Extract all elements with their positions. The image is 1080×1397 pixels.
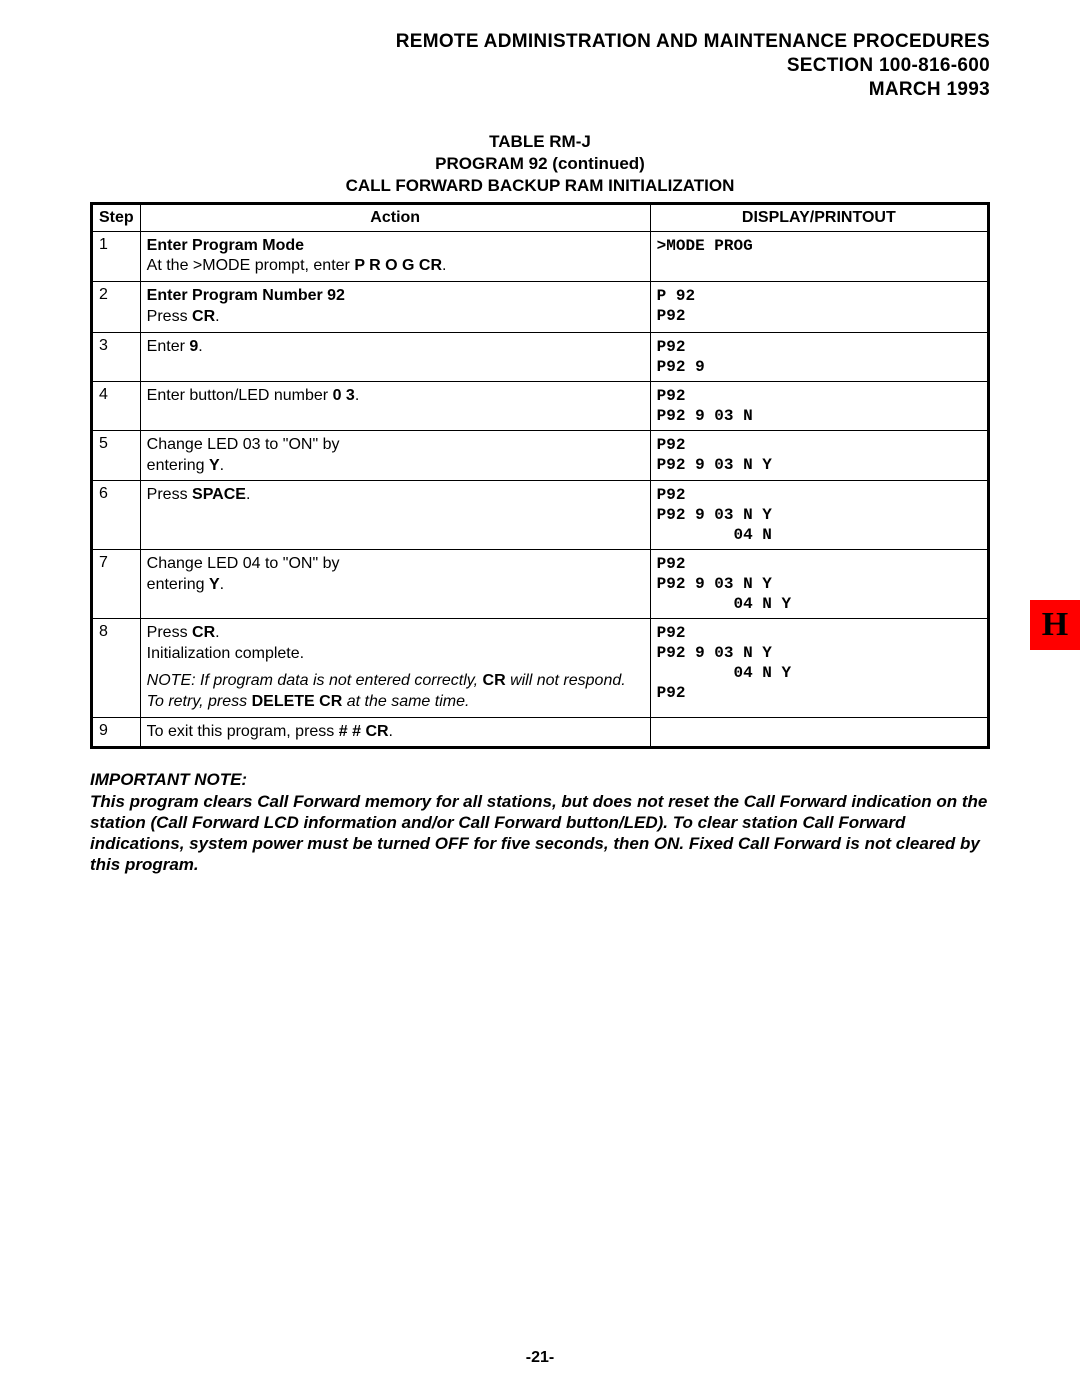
- important-note: IMPORTANT NOTE: This program clears Call…: [90, 769, 990, 875]
- step-num: 2: [92, 282, 141, 333]
- table-title-line-2: PROGRAM 92 (continued): [90, 153, 990, 175]
- display-cell: P 92 P92: [650, 282, 988, 333]
- action-bold: Enter Program Mode: [147, 236, 644, 257]
- action-text: Enter button/LED number 0 3.: [147, 386, 644, 407]
- action-cell: Enter button/LED number 0 3.: [140, 381, 650, 430]
- action-text: To exit this program, press # # CR.: [147, 722, 644, 743]
- table-row: 2 Enter Program Number 92 Press CR. P 92…: [92, 282, 989, 333]
- action-cell: To exit this program, press # # CR.: [140, 717, 650, 748]
- display-cell: >MODE PROG: [650, 231, 988, 282]
- display-cell: P92 P92 9 03 N Y 04 N Y: [650, 550, 988, 619]
- action-note: NOTE: If program data is not entered cor…: [147, 671, 644, 713]
- header-line-2: SECTION 100-816-600: [90, 54, 990, 78]
- col-step: Step: [92, 203, 141, 231]
- action-cell: Change LED 03 to "ON" by entering Y.: [140, 430, 650, 481]
- table-header-row: Step Action DISPLAY/PRINTOUT: [92, 203, 989, 231]
- action-text: Press CR.: [147, 307, 644, 328]
- display-cell: P92 P92 9 03 N Y 04 N: [650, 481, 988, 550]
- display-cell: P92 P92 9 03 N: [650, 381, 988, 430]
- table-row: 1 Enter Program Mode At the >MODE prompt…: [92, 231, 989, 282]
- step-num: 6: [92, 481, 141, 550]
- action-text: entering Y.: [147, 575, 644, 596]
- action-text: Enter 9.: [147, 337, 644, 358]
- header-line-3: MARCH 1993: [90, 78, 990, 102]
- header-line-1: REMOTE ADMINISTRATION AND MAINTENANCE PR…: [90, 30, 990, 54]
- table-row: 7 Change LED 04 to "ON" by entering Y. P…: [92, 550, 989, 619]
- action-cell: Change LED 04 to "ON" by entering Y.: [140, 550, 650, 619]
- action-text: Press SPACE.: [147, 485, 644, 506]
- action-cell: Press SPACE.: [140, 481, 650, 550]
- action-text: entering Y.: [147, 456, 644, 477]
- display-cell: P92 P92 9 03 N Y: [650, 430, 988, 481]
- table-title: TABLE RM-J PROGRAM 92 (continued) CALL F…: [90, 131, 990, 197]
- step-num: 1: [92, 231, 141, 282]
- important-note-body: This program clears Call Forward memory …: [90, 791, 990, 876]
- step-num: 3: [92, 332, 141, 381]
- table-row: 5 Change LED 03 to "ON" by entering Y. P…: [92, 430, 989, 481]
- col-action: Action: [140, 203, 650, 231]
- page-number: -21-: [0, 1349, 1080, 1367]
- action-text: Change LED 04 to "ON" by: [147, 554, 644, 575]
- table-title-line-3: CALL FORWARD BACKUP RAM INITIALIZATION: [90, 175, 990, 197]
- action-cell: Press CR. Initialization complete. NOTE:…: [140, 619, 650, 717]
- step-num: 7: [92, 550, 141, 619]
- action-cell: Enter Program Mode At the >MODE prompt, …: [140, 231, 650, 282]
- action-cell: Enter Program Number 92 Press CR.: [140, 282, 650, 333]
- col-display: DISPLAY/PRINTOUT: [650, 203, 988, 231]
- section-tab: H: [1030, 600, 1080, 650]
- table-row: 8 Press CR. Initialization complete. NOT…: [92, 619, 989, 717]
- display-cell: P92 P92 9 03 N Y 04 N Y P92: [650, 619, 988, 717]
- display-cell: P92 P92 9: [650, 332, 988, 381]
- step-num: 5: [92, 430, 141, 481]
- procedure-table: Step Action DISPLAY/PRINTOUT 1 Enter Pro…: [90, 202, 990, 750]
- page: REMOTE ADMINISTRATION AND MAINTENANCE PR…: [0, 0, 1080, 1397]
- table-row: 6 Press SPACE. P92 P92 9 03 N Y 04 N: [92, 481, 989, 550]
- important-note-label: IMPORTANT NOTE:: [90, 769, 990, 790]
- action-cell: Enter 9.: [140, 332, 650, 381]
- action-text: Press CR.: [147, 623, 644, 644]
- table-row: 4 Enter button/LED number 0 3. P92 P92 9…: [92, 381, 989, 430]
- step-num: 8: [92, 619, 141, 717]
- action-text: Initialization complete.: [147, 644, 644, 665]
- table-row: 9 To exit this program, press # # CR.: [92, 717, 989, 748]
- page-header: REMOTE ADMINISTRATION AND MAINTENANCE PR…: [90, 30, 990, 101]
- step-num: 9: [92, 717, 141, 748]
- action-text: Change LED 03 to "ON" by: [147, 435, 644, 456]
- table-title-line-1: TABLE RM-J: [90, 131, 990, 153]
- step-num: 4: [92, 381, 141, 430]
- display-cell: [650, 717, 988, 748]
- action-text: At the >MODE prompt, enter P R O G CR.: [147, 256, 644, 277]
- table-row: 3 Enter 9. P92 P92 9: [92, 332, 989, 381]
- action-bold: Enter Program Number 92: [147, 286, 644, 307]
